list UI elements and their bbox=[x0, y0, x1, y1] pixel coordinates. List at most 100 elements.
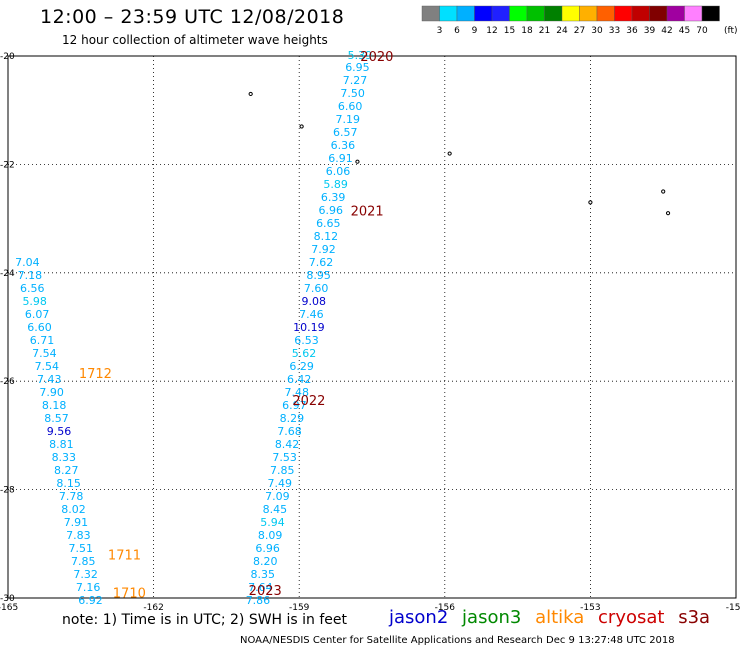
color-scale-label: 45 bbox=[679, 26, 690, 36]
y-tick-label: -22 bbox=[0, 160, 15, 170]
island-marker bbox=[665, 211, 671, 216]
wave-height-value: 8.15 bbox=[56, 477, 81, 490]
wave-height-value: 7.91 bbox=[64, 516, 89, 529]
pass-time-label: 1710 bbox=[113, 587, 146, 602]
wave-height-value: 8.12 bbox=[314, 230, 339, 243]
pass-time-label: 1712 bbox=[79, 367, 112, 382]
pass-time-label: 2020 bbox=[360, 50, 393, 65]
wave-height-value: 8.09 bbox=[258, 529, 283, 542]
wave-height-value: 7.62 bbox=[309, 256, 334, 269]
color-scale-label: 42 bbox=[661, 26, 672, 36]
color-scale-label: 27 bbox=[574, 26, 585, 36]
color-scale-label: 6 bbox=[454, 26, 460, 36]
color-scale-label: 12 bbox=[486, 26, 497, 36]
wave-height-value: 8.02 bbox=[61, 503, 86, 516]
color-scale-label: 39 bbox=[644, 26, 656, 36]
color-scale-label: 30 bbox=[591, 26, 603, 36]
wave-height-value: 6.36 bbox=[331, 139, 356, 152]
wave-height-value: 7.18 bbox=[18, 269, 43, 282]
wave-height-value: 6.60 bbox=[27, 321, 52, 334]
chart-title: 12:00 – 23:59 UTC 12/08/2018 bbox=[40, 6, 345, 28]
wave-height-value: 6.57 bbox=[333, 126, 358, 139]
wave-height-value: 6.95 bbox=[345, 61, 370, 74]
color-scale-unit: (ft) bbox=[724, 26, 738, 36]
color-scale-label: 15 bbox=[504, 26, 515, 36]
wave-height-value: 8.95 bbox=[306, 269, 331, 282]
wave-height-value: 7.48 bbox=[285, 386, 310, 399]
wave-height-value: 8.81 bbox=[49, 438, 74, 451]
wave-height-value: 6.96 bbox=[255, 542, 280, 555]
footer-text: NOAA/NESDIS Center for Satellite Applica… bbox=[240, 635, 675, 646]
wave-height-value: 8.45 bbox=[263, 503, 288, 516]
wave-height-value: 7.53 bbox=[272, 451, 297, 464]
wave-height-value: 5.89 bbox=[323, 178, 348, 191]
pass-time-label: 2022 bbox=[292, 394, 325, 409]
wave-height-value: 6.91 bbox=[328, 152, 353, 165]
wave-height-value: 6.06 bbox=[326, 165, 351, 178]
wave-height-value: 6.56 bbox=[20, 282, 45, 295]
wave-height-value: 6.53 bbox=[294, 334, 319, 347]
wave-height-value: 7.90 bbox=[39, 386, 64, 399]
wave-height-value: 6.65 bbox=[316, 217, 341, 230]
pass-time-label: 2023 bbox=[249, 584, 282, 599]
pass-time-label: 1711 bbox=[108, 549, 141, 564]
island-marker bbox=[661, 189, 666, 194]
wave-height-value: 7.85 bbox=[71, 555, 96, 568]
satellite-legend: jason2 jason3 altika cryosat s3a bbox=[389, 607, 718, 628]
wave-height-value: 7.78 bbox=[59, 490, 84, 503]
y-tick-label: -20 bbox=[0, 52, 15, 62]
x-tick-label: -159 bbox=[289, 603, 310, 613]
x-tick-label: -156 bbox=[435, 603, 456, 613]
wave-height-value: 7.92 bbox=[311, 243, 336, 256]
wave-height-value: 9.08 bbox=[302, 295, 327, 308]
wave-height-value: 5.98 bbox=[22, 295, 47, 308]
wave-height-value: 6.39 bbox=[321, 191, 346, 204]
wave-height-value: 7.50 bbox=[340, 87, 365, 100]
color-scale-label: 18 bbox=[521, 26, 533, 36]
y-tick-label: -24 bbox=[0, 269, 15, 279]
satellite-cryosat: cryosat bbox=[598, 607, 665, 628]
wave-height-value: 7.09 bbox=[265, 490, 290, 503]
island-marker bbox=[588, 200, 593, 205]
wave-height-value: 7.68 bbox=[277, 425, 302, 438]
wave-height-value: 8.57 bbox=[44, 412, 69, 425]
wave-height-value: 7.04 bbox=[15, 256, 40, 269]
wave-height-value: 7.60 bbox=[304, 282, 329, 295]
wave-height-value: 7.32 bbox=[73, 568, 98, 581]
color-scale-label: 36 bbox=[626, 26, 638, 36]
color-scale-label: 9 bbox=[472, 26, 478, 36]
wave-height-value: 6.96 bbox=[318, 204, 343, 217]
wave-height-value: 7.86 bbox=[246, 594, 271, 607]
wave-height-value: 7.43 bbox=[37, 373, 62, 386]
satellite-jason2: jason2 bbox=[389, 607, 449, 628]
wave-height-value: 7.49 bbox=[268, 477, 293, 490]
wave-height-value: 6.42 bbox=[287, 373, 312, 386]
wave-height-value: 8.27 bbox=[54, 464, 79, 477]
color-scale-label: 21 bbox=[539, 26, 550, 36]
color-scale-label: 33 bbox=[609, 26, 620, 36]
wave-height-value: 8.29 bbox=[280, 412, 305, 425]
wave-height-value: 7.64 bbox=[248, 581, 273, 594]
wave-height-value: 6.29 bbox=[289, 360, 314, 373]
wave-height-value: 8.35 bbox=[251, 568, 276, 581]
wave-height-value: 7.54 bbox=[32, 347, 57, 360]
pass-time-label: 2021 bbox=[351, 204, 384, 219]
y-tick-label: -28 bbox=[0, 486, 15, 496]
x-tick-label: -162 bbox=[143, 603, 163, 613]
wave-height-value: 7.54 bbox=[35, 360, 60, 373]
wave-height-value: 7.16 bbox=[76, 581, 101, 594]
island-marker bbox=[355, 159, 360, 164]
wave-height-value: 5.39 bbox=[348, 49, 373, 62]
wave-height-value: 8.42 bbox=[275, 438, 300, 451]
note-text: note: 1) Time is in UTC; 2) SWH is in fe… bbox=[62, 612, 348, 628]
wave-height-value: 5.62 bbox=[292, 347, 317, 360]
y-tick-label: -26 bbox=[0, 377, 15, 387]
chart-subtitle: 12 hour collection of altimeter wave hei… bbox=[62, 33, 328, 47]
wave-height-value: 7.19 bbox=[335, 113, 360, 126]
island-marker bbox=[447, 151, 452, 156]
x-tick-label: -153 bbox=[580, 603, 600, 613]
wave-height-value: 9.56 bbox=[47, 425, 72, 438]
color-scale-label: 24 bbox=[556, 26, 568, 36]
wave-height-value: 10.19 bbox=[293, 321, 325, 334]
